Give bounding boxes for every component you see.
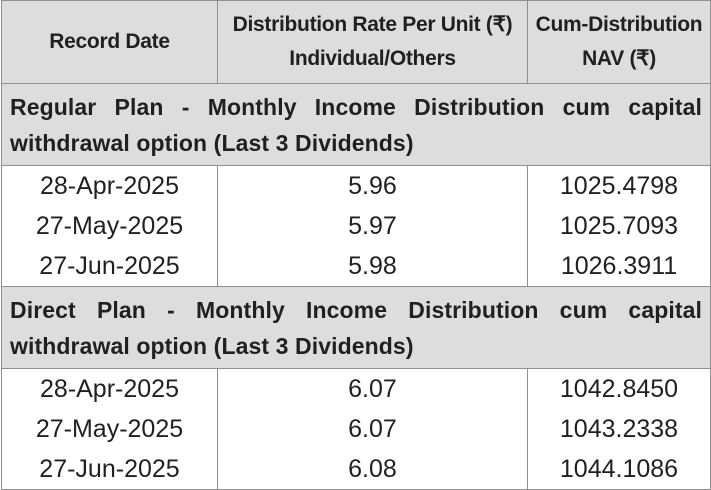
regular-plan-section: Regular Plan - Monthly Income Distributi… — [1, 83, 711, 287]
record-date-cell: 27-May-2025 — [1, 409, 218, 449]
nav-cell: 1043.2338 — [527, 409, 711, 449]
section-title-direct-plan: Direct Plan - Monthly Income Distributio… — [1, 286, 711, 369]
distribution-rate-cell: 6.07 — [217, 368, 528, 409]
nav-cell: 1025.7093 — [527, 206, 711, 246]
section-title-regular-plan: Regular Plan - Monthly Income Distributi… — [1, 83, 711, 166]
table-row: 27-Jun-2025 5.98 1026.3911 — [1, 246, 711, 287]
nav-cell: 1025.4798 — [527, 165, 711, 206]
record-date-cell: 27-May-2025 — [1, 206, 218, 246]
record-date-cell: 28-Apr-2025 — [1, 165, 218, 206]
table-row: 27-May-2025 5.97 1025.7093 — [1, 206, 711, 246]
header-distribution-rate: Distribution Rate Per Unit (₹) Individua… — [217, 0, 528, 84]
direct-plan-section: Direct Plan - Monthly Income Distributio… — [1, 286, 711, 490]
distribution-rate-cell: 6.08 — [217, 449, 528, 490]
nav-cell: 1044.1086 — [527, 449, 711, 490]
header-record-date: Record Date — [1, 0, 218, 84]
record-date-cell: 27-Jun-2025 — [1, 449, 218, 490]
distribution-rate-cell: 5.97 — [217, 206, 528, 246]
nav-cell: 1042.8450 — [527, 368, 711, 409]
table-row: 28-Apr-2025 6.07 1042.8450 — [1, 368, 711, 409]
table-row: 27-May-2025 6.07 1043.2338 — [1, 409, 711, 449]
distribution-rate-cell: 6.07 — [217, 409, 528, 449]
table-row: 27-Jun-2025 6.08 1044.1086 — [1, 449, 711, 490]
record-date-cell: 27-Jun-2025 — [1, 246, 218, 287]
table-header: Record Date Distribution Rate Per Unit (… — [1, 0, 711, 84]
header-cum-distribution-nav: Cum-Distribution NAV (₹) — [527, 0, 711, 84]
nav-cell: 1026.3911 — [527, 246, 711, 287]
table-row: 28-Apr-2025 5.96 1025.4798 — [1, 165, 711, 206]
record-date-cell: 28-Apr-2025 — [1, 368, 218, 409]
distribution-rate-cell: 5.96 — [217, 165, 528, 206]
distribution-rate-cell: 5.98 — [217, 246, 528, 287]
